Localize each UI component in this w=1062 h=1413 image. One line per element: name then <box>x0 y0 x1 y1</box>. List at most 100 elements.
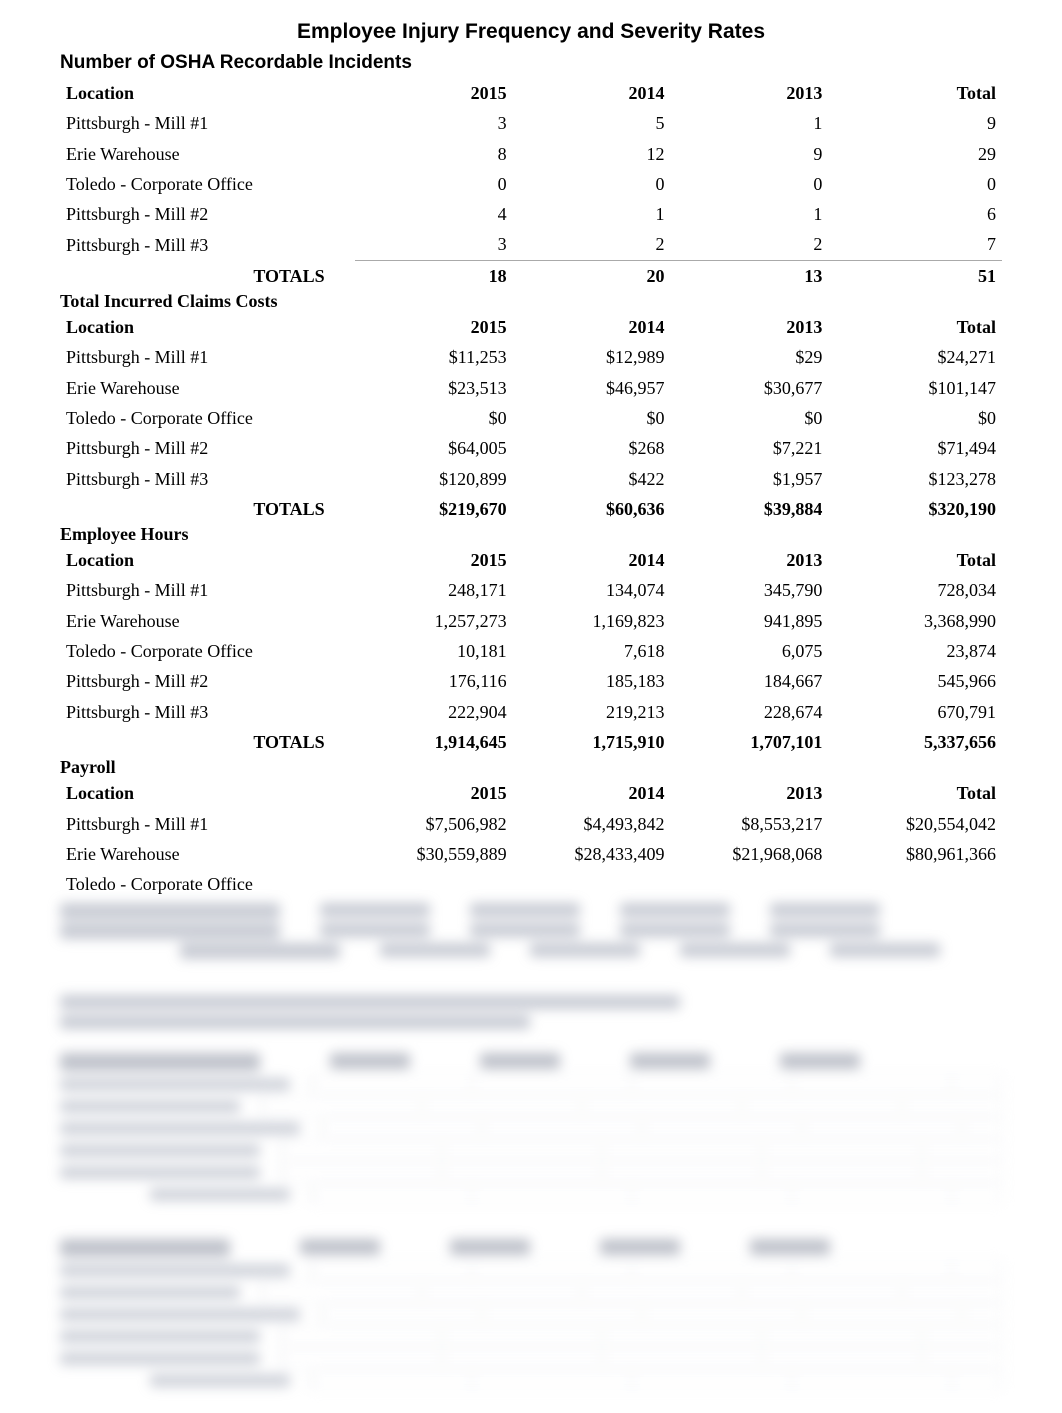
cell-2013: 184,667 <box>670 666 828 696</box>
table-row: Erie Warehouse$30,559,889$28,433,409$21,… <box>60 839 1002 869</box>
cell-total: $0 <box>828 403 1002 433</box>
col-total: Total <box>828 545 1002 575</box>
cell-location: Pittsburgh - Mill #3 <box>60 229 355 260</box>
cell-location: Erie Warehouse <box>60 373 355 403</box>
cell-2015: 0 <box>355 169 513 199</box>
cell-2013: $30,677 <box>670 373 828 403</box>
cell-2014: 12 <box>513 139 671 169</box>
section-title: Total Incurred Claims Costs <box>60 291 1002 312</box>
cell-2014: 134,074 <box>513 575 671 605</box>
cell-2014: $422 <box>513 464 671 494</box>
totals-2013: 1,707,101 <box>670 727 828 757</box>
cell-2013: 228,674 <box>670 697 828 727</box>
cell-2014: $268 <box>513 433 671 463</box>
cell-location: Toledo - Corporate Office <box>60 169 355 199</box>
cell-2014: 1,169,823 <box>513 606 671 636</box>
cell-2014: 185,183 <box>513 666 671 696</box>
table-row: Pittsburgh - Mill #13519 <box>60 108 1002 138</box>
totals-total: $320,190 <box>828 494 1002 524</box>
totals-2015: 18 <box>355 260 513 291</box>
totals-row: TOTALS18201351 <box>60 260 1002 291</box>
data-table: Location201520142013TotalPittsburgh - Mi… <box>60 312 1002 524</box>
page-title: Employee Injury Frequency and Severity R… <box>60 20 1002 44</box>
cell-total: $123,278 <box>828 464 1002 494</box>
col-2014: 2014 <box>513 312 671 342</box>
cell-total: $101,147 <box>828 373 1002 403</box>
data-table: Location201520142013TotalPittsburgh - Mi… <box>60 78 1002 291</box>
cell-total: 23,874 <box>828 636 1002 666</box>
cell-2014: $12,989 <box>513 342 671 372</box>
col-total: Total <box>828 778 1002 808</box>
cell-2015: $30,559,889 <box>355 839 513 869</box>
cell-total: 29 <box>828 139 1002 169</box>
table-row: Pittsburgh - Mill #2$64,005$268$7,221$71… <box>60 433 1002 463</box>
table-row: Pittsburgh - Mill #3222,904219,213228,67… <box>60 697 1002 727</box>
cell-total <box>828 869 1002 899</box>
cell-total: 9 <box>828 108 1002 138</box>
cell-2013: 9 <box>670 139 828 169</box>
cell-2013: $0 <box>670 403 828 433</box>
col-location: Location <box>60 545 355 575</box>
totals-2014: 20 <box>513 260 671 291</box>
cell-location: Pittsburgh - Mill #3 <box>60 464 355 494</box>
cell-total: 3,368,990 <box>828 606 1002 636</box>
cell-location: Toledo - Corporate Office <box>60 869 355 899</box>
table-row: Pittsburgh - Mill #1248,171134,074345,79… <box>60 575 1002 605</box>
table-row: Erie Warehouse$23,513$46,957$30,677$101,… <box>60 373 1002 403</box>
totals-label: TOTALS <box>60 727 355 757</box>
cell-2013: 6,075 <box>670 636 828 666</box>
cell-2015: 222,904 <box>355 697 513 727</box>
cell-2015: $120,899 <box>355 464 513 494</box>
cell-2015: 1,257,273 <box>355 606 513 636</box>
table-row: Toledo - Corporate Office <box>60 869 1002 899</box>
blurred-content-region <box>60 903 1002 1389</box>
table-header-row: Location201520142013Total <box>60 545 1002 575</box>
table-row: Erie Warehouse1,257,2731,169,823941,8953… <box>60 606 1002 636</box>
cell-location: Pittsburgh - Mill #1 <box>60 809 355 839</box>
cell-2013: $8,553,217 <box>670 809 828 839</box>
cell-location: Erie Warehouse <box>60 139 355 169</box>
table-row: Toledo - Corporate Office$0$0$0$0 <box>60 403 1002 433</box>
col-2013: 2013 <box>670 312 828 342</box>
totals-2015: 1,914,645 <box>355 727 513 757</box>
cell-total: 670,791 <box>828 697 1002 727</box>
totals-2014: $60,636 <box>513 494 671 524</box>
cell-2014: 0 <box>513 169 671 199</box>
totals-label: TOTALS <box>60 260 355 291</box>
col-2015: 2015 <box>355 312 513 342</box>
table-row: Toledo - Corporate Office10,1817,6186,07… <box>60 636 1002 666</box>
table-row: Pittsburgh - Mill #1$11,253$12,989$29$24… <box>60 342 1002 372</box>
totals-total: 5,337,656 <box>828 727 1002 757</box>
cell-location: Pittsburgh - Mill #1 <box>60 342 355 372</box>
cell-total: 0 <box>828 169 1002 199</box>
col-2014: 2014 <box>513 778 671 808</box>
totals-2014: 1,715,910 <box>513 727 671 757</box>
cell-total: $24,271 <box>828 342 1002 372</box>
cell-2014: 219,213 <box>513 697 671 727</box>
totals-row: TOTALS1,914,6451,715,9101,707,1015,337,6… <box>60 727 1002 757</box>
cell-location: Pittsburgh - Mill #3 <box>60 697 355 727</box>
cell-2013: $7,221 <box>670 433 828 463</box>
cell-2015: 3 <box>355 229 513 260</box>
totals-total: 51 <box>828 260 1002 291</box>
cell-2013: 941,895 <box>670 606 828 636</box>
cell-2015: 248,171 <box>355 575 513 605</box>
cell-2014: $0 <box>513 403 671 433</box>
cell-location: Erie Warehouse <box>60 839 355 869</box>
cell-location: Pittsburgh - Mill #1 <box>60 108 355 138</box>
col-2015: 2015 <box>355 78 513 108</box>
section-title: Number of OSHA Recordable Incidents <box>60 52 1002 74</box>
data-table: Location201520142013TotalPittsburgh - Mi… <box>60 778 1002 899</box>
cell-2015: 4 <box>355 199 513 229</box>
col-2015: 2015 <box>355 778 513 808</box>
cell-2014: 7,618 <box>513 636 671 666</box>
totals-2013: 13 <box>670 260 828 291</box>
cell-2014: 1 <box>513 199 671 229</box>
cell-location: Pittsburgh - Mill #2 <box>60 666 355 696</box>
cell-total: 728,034 <box>828 575 1002 605</box>
cell-2013: $1,957 <box>670 464 828 494</box>
cell-location: Toledo - Corporate Office <box>60 403 355 433</box>
cell-2014: $4,493,842 <box>513 809 671 839</box>
cell-location: Pittsburgh - Mill #1 <box>60 575 355 605</box>
cell-total: $20,554,042 <box>828 809 1002 839</box>
